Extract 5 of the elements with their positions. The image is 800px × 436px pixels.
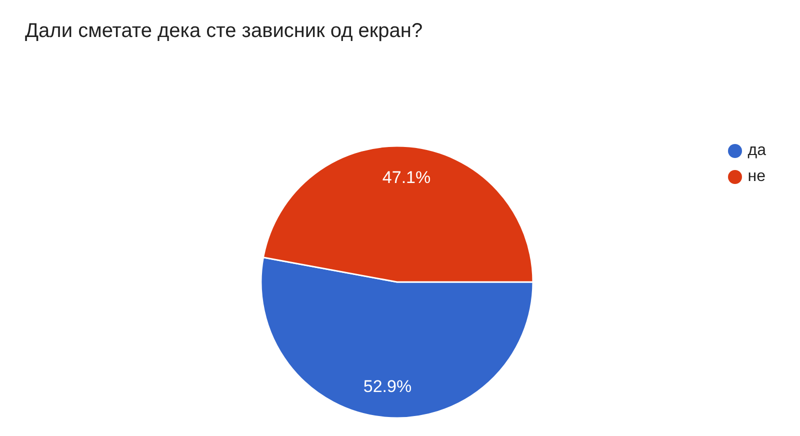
chart-title: Дали сметате дека сте зависник од екран?: [25, 20, 423, 43]
legend-label: да: [748, 142, 766, 159]
data-label: 52.9%: [363, 376, 412, 396]
legend-label: не: [748, 168, 766, 185]
data-label: 47.1%: [382, 168, 431, 188]
